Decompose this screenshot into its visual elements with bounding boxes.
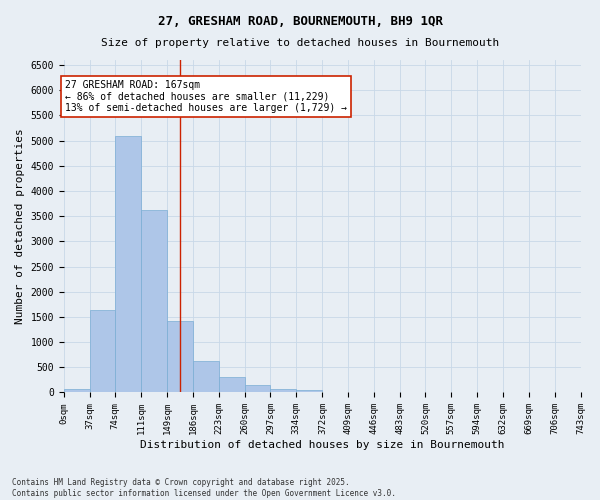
Bar bbox=[89, 310, 115, 392]
Bar bbox=[193, 361, 219, 392]
Bar bbox=[141, 210, 167, 392]
Text: Size of property relative to detached houses in Bournemouth: Size of property relative to detached ho… bbox=[101, 38, 499, 48]
X-axis label: Distribution of detached houses by size in Bournemouth: Distribution of detached houses by size … bbox=[140, 440, 505, 450]
Bar bbox=[167, 321, 193, 392]
Bar bbox=[64, 389, 89, 392]
Y-axis label: Number of detached properties: Number of detached properties bbox=[15, 128, 25, 324]
Text: 27, GRESHAM ROAD, BOURNEMOUTH, BH9 1QR: 27, GRESHAM ROAD, BOURNEMOUTH, BH9 1QR bbox=[157, 15, 443, 28]
Bar bbox=[271, 389, 296, 392]
Bar bbox=[245, 386, 271, 392]
Bar bbox=[219, 377, 245, 392]
Bar bbox=[115, 136, 141, 392]
Bar bbox=[296, 390, 322, 392]
Text: 27 GRESHAM ROAD: 167sqm
← 86% of detached houses are smaller (11,229)
13% of sem: 27 GRESHAM ROAD: 167sqm ← 86% of detache… bbox=[65, 80, 347, 114]
Text: Contains HM Land Registry data © Crown copyright and database right 2025.
Contai: Contains HM Land Registry data © Crown c… bbox=[12, 478, 396, 498]
